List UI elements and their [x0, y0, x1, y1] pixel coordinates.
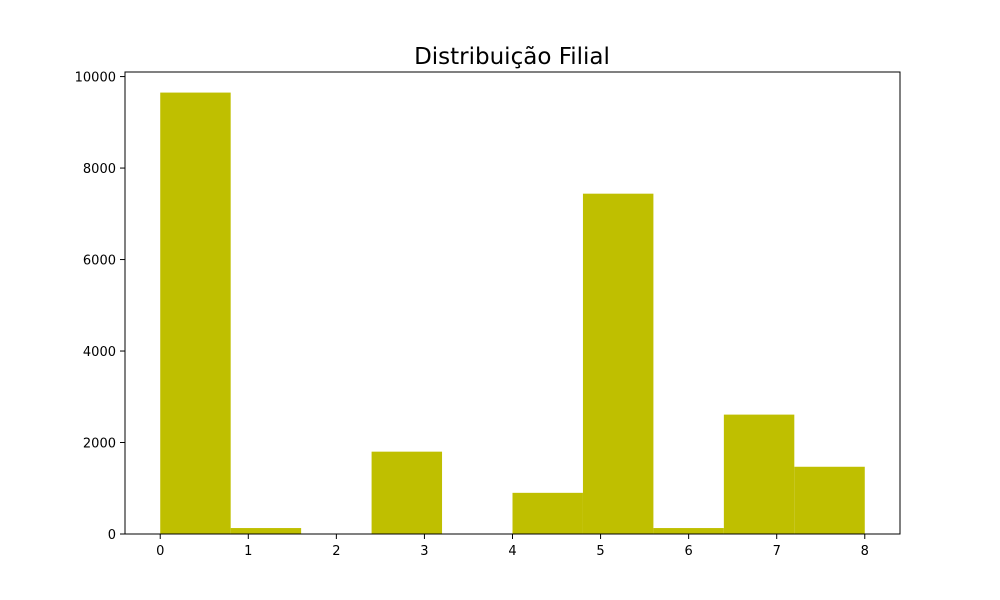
x-axis: 0 1 2 3 4 5 6 7 8 — [156, 534, 869, 559]
chart-title: Distribuição Filial — [414, 44, 610, 70]
x-tick-label: 1 — [244, 544, 252, 559]
histogram-bar-0 — [160, 92, 231, 534]
histogram-bar-7 — [653, 528, 724, 534]
histogram-bar-3 — [371, 451, 443, 534]
histogram-bar-9 — [794, 466, 865, 534]
bars-group — [160, 92, 865, 534]
x-tick-label: 6 — [684, 544, 692, 559]
y-tick-label: 4000 — [83, 345, 116, 360]
x-tick-label: 2 — [332, 544, 340, 559]
histogram-bar-6 — [582, 193, 654, 534]
x-tick-label: 8 — [861, 544, 869, 559]
x-tick-label: 4 — [508, 544, 516, 559]
x-tick-label: 7 — [773, 544, 781, 559]
x-tick-label: 3 — [420, 544, 428, 559]
y-tick-label: 10000 — [75, 71, 116, 86]
y-tick-label: 8000 — [83, 162, 116, 177]
x-tick-label: 5 — [596, 544, 604, 559]
histogram-bar-1 — [230, 528, 302, 534]
histogram-bar-8 — [723, 414, 795, 534]
y-tick-label: 6000 — [83, 254, 116, 269]
y-axis: 0 2000 4000 6000 8000 10000 — [75, 71, 125, 543]
x-tick-label: 0 — [156, 544, 164, 559]
histogram-bar-5 — [512, 492, 583, 534]
y-tick-label: 0 — [108, 528, 116, 543]
y-tick-label: 2000 — [83, 437, 116, 452]
